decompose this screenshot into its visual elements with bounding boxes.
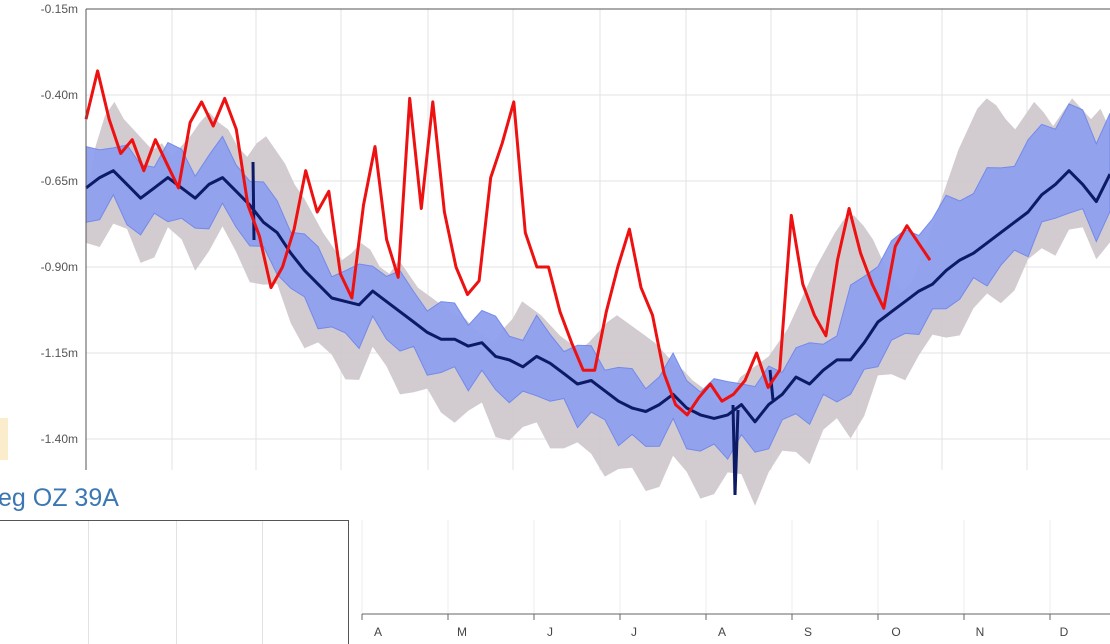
- second-chart-gridline: [176, 521, 177, 644]
- y-tick-label: -0.65m: [41, 174, 78, 188]
- chart-bands: [85, 98, 1110, 506]
- min-max-band: [86, 98, 1110, 506]
- chart-axes: -0.15m -0.40m -0.65m -0.90m -1.15m -1.40m: [41, 2, 1110, 620]
- second-chart-title: eg OZ 39A: [0, 484, 119, 512]
- legend-badge: [0, 418, 8, 460]
- mean-spike: [731, 404, 740, 496]
- y-tick-label: -1.15m: [41, 346, 78, 360]
- chart-lines: [84, 69, 1110, 496]
- mean-line: [85, 169, 1110, 424]
- y-tick-label: -1.40m: [41, 432, 78, 446]
- y-tick-label: -0.15m: [41, 2, 78, 16]
- second-chart-plot-area: [0, 520, 349, 644]
- second-chart-gridline: [88, 521, 89, 644]
- std-deviation-band: [85, 103, 1110, 461]
- second-chart-gridline: [262, 521, 263, 644]
- mean-spike: [251, 161, 256, 241]
- current-year-line: [84, 69, 932, 417]
- y-tick-label: -0.90m: [41, 260, 78, 274]
- y-tick-label: -0.40m: [41, 88, 78, 102]
